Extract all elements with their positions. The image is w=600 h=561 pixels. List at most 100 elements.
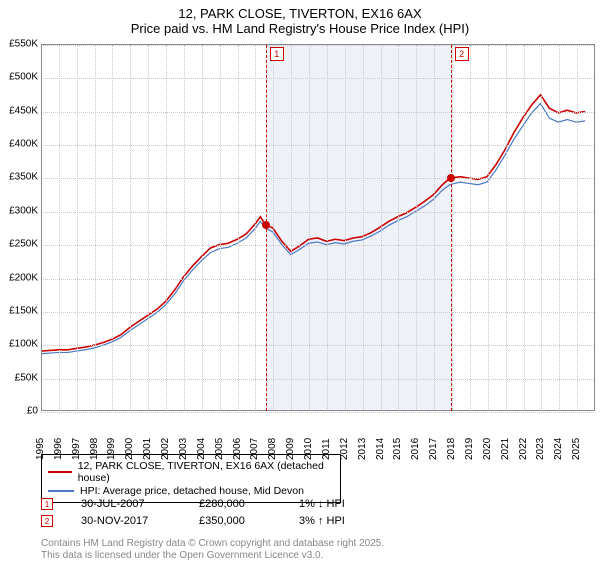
y-tick-label: £100K xyxy=(9,339,38,350)
y-tick-label: £150K xyxy=(9,305,38,316)
x-tick-label: 2013 xyxy=(357,438,368,460)
gridline-v xyxy=(95,45,96,411)
sale-row-pct: 1% ↓ HPI xyxy=(299,498,379,510)
legend-swatch xyxy=(48,490,74,492)
legend-item: 12, PARK CLOSE, TIVERTON, EX16 6AX (deta… xyxy=(48,460,334,484)
x-axis-labels: 1995199619971998199920002001200220032004… xyxy=(41,414,595,452)
x-tick-label: 2017 xyxy=(428,438,439,460)
gridline-h xyxy=(41,412,594,413)
x-tick-label: 2015 xyxy=(392,438,403,460)
x-tick-label: 2014 xyxy=(375,438,386,460)
gridline-h xyxy=(41,45,594,46)
legend-label: 12, PARK CLOSE, TIVERTON, EX16 6AX (deta… xyxy=(78,460,334,484)
gridline-v xyxy=(524,45,525,411)
gridline-v xyxy=(184,45,185,411)
x-tick-label: 2023 xyxy=(535,438,546,460)
gridline-h xyxy=(41,279,594,280)
x-tick-label: 2016 xyxy=(410,438,421,460)
gridline-v xyxy=(255,45,256,411)
y-tick-label: £400K xyxy=(9,139,38,150)
y-tick-label: £500K xyxy=(9,72,38,83)
marker-flag: 1 xyxy=(270,47,284,61)
gridline-v xyxy=(363,45,364,411)
x-tick-label: 2022 xyxy=(518,438,529,460)
sale-rows: 1 30-JUL-2007 £280,000 1% ↓ HPI 2 30-NOV-2017… xyxy=(41,498,379,532)
y-tick-label: £300K xyxy=(9,205,38,216)
x-tick-label: 2018 xyxy=(446,438,457,460)
gridline-v xyxy=(202,45,203,411)
gridline-v xyxy=(577,45,578,411)
gridline-v xyxy=(327,45,328,411)
chart-area: 12 xyxy=(41,44,595,411)
gridline-v xyxy=(416,45,417,411)
x-tick-label: 2024 xyxy=(553,438,564,460)
gridline-v xyxy=(77,45,78,411)
x-axis xyxy=(41,410,594,411)
gridline-v xyxy=(220,45,221,411)
gridline-v xyxy=(238,45,239,411)
gridline-h xyxy=(41,345,594,346)
gridline-v xyxy=(291,45,292,411)
attribution-line2: This data is licensed under the Open Gov… xyxy=(41,550,384,561)
gridline-h xyxy=(41,145,594,146)
gridline-h xyxy=(41,112,594,113)
sale-row-pct: 3% ↑ HPI xyxy=(299,515,379,527)
marker-flag: 2 xyxy=(455,47,469,61)
y-axis xyxy=(41,45,42,411)
gridline-h xyxy=(41,245,594,246)
legend-label: HPI: Average price, detached house, Mid … xyxy=(80,485,304,497)
y-tick-label: £350K xyxy=(9,172,38,183)
x-tick-label: 2020 xyxy=(482,438,493,460)
marker-vline xyxy=(451,45,452,411)
x-tick-label: 2021 xyxy=(500,438,511,460)
gridline-v xyxy=(488,45,489,411)
gridline-h xyxy=(41,178,594,179)
sale-row-price: £350,000 xyxy=(199,515,271,527)
gridline-v xyxy=(541,45,542,411)
sale-row: 1 30-JUL-2007 £280,000 1% ↓ HPI xyxy=(41,498,379,510)
gridline-v xyxy=(398,45,399,411)
legend-item: HPI: Average price, detached house, Mid … xyxy=(48,485,334,497)
gridline-h xyxy=(41,312,594,313)
gridline-v xyxy=(112,45,113,411)
sale-row-date: 30-JUL-2007 xyxy=(81,498,171,510)
x-tick-label: 2019 xyxy=(464,438,475,460)
gridline-v xyxy=(309,45,310,411)
attribution-line1: Contains HM Land Registry data © Crown c… xyxy=(41,538,384,550)
gridline-v xyxy=(166,45,167,411)
legend-swatch xyxy=(48,471,72,473)
y-tick-label: £0 xyxy=(27,406,38,417)
gridline-v xyxy=(452,45,453,411)
x-tick-label: 2025 xyxy=(571,438,582,460)
gridline-v xyxy=(273,45,274,411)
gridline-v xyxy=(59,45,60,411)
y-tick-label: £450K xyxy=(9,105,38,116)
gridline-v xyxy=(148,45,149,411)
chart-lines xyxy=(41,45,594,411)
gridline-h xyxy=(41,379,594,380)
y-tick-label: £550K xyxy=(9,39,38,50)
sale-row-marker: 2 xyxy=(41,515,53,527)
gridline-v xyxy=(559,45,560,411)
gridline-v xyxy=(130,45,131,411)
gridline-v xyxy=(434,45,435,411)
gridline-h xyxy=(41,78,594,79)
y-tick-label: £200K xyxy=(9,272,38,283)
gridline-v xyxy=(470,45,471,411)
title-block: 12, PARK CLOSE, TIVERTON, EX16 6AX Price… xyxy=(0,0,600,40)
series-line xyxy=(41,104,585,354)
attribution: Contains HM Land Registry data © Crown c… xyxy=(41,538,384,561)
title-line1: 12, PARK CLOSE, TIVERTON, EX16 6AX xyxy=(0,6,600,21)
y-tick-label: £250K xyxy=(9,239,38,250)
sale-point xyxy=(262,221,270,229)
sale-row-date: 30-NOV-2017 xyxy=(81,515,171,527)
gridline-v xyxy=(345,45,346,411)
sale-row-price: £280,000 xyxy=(199,498,271,510)
gridline-h xyxy=(41,212,594,213)
gridline-v xyxy=(506,45,507,411)
sale-row-marker: 1 xyxy=(41,498,53,510)
legend: 12, PARK CLOSE, TIVERTON, EX16 6AX (deta… xyxy=(41,454,341,503)
title-line2: Price paid vs. HM Land Registry's House … xyxy=(0,21,600,36)
y-axis-labels: £0£50K£100K£150K£200K£250K£300K£350K£400… xyxy=(0,44,40,411)
sale-point xyxy=(447,174,455,182)
